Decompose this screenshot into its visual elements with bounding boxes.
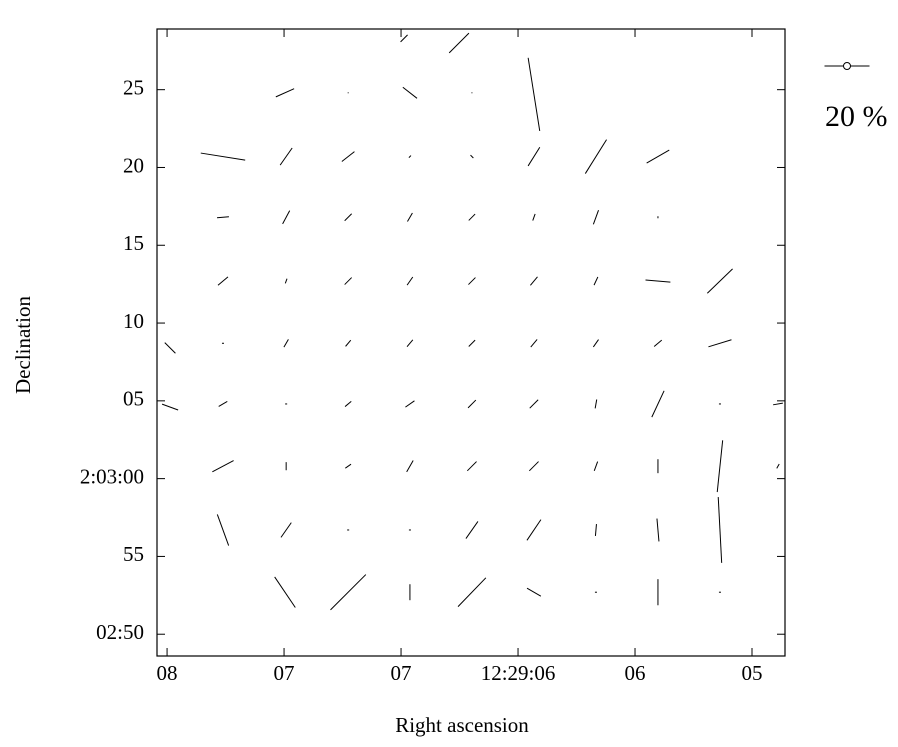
polarization-vector	[656, 518, 660, 542]
polarization-vector	[527, 57, 541, 131]
polarization-vector	[344, 400, 352, 407]
polarization-vector	[344, 213, 353, 222]
polarization-vector	[706, 268, 733, 294]
polarization-vector	[448, 32, 470, 54]
polarization-vector	[593, 276, 599, 286]
legend-label: 20 %	[825, 100, 888, 133]
polarization-vector	[773, 402, 783, 406]
polarization-vector	[284, 278, 288, 284]
polarization-vector	[407, 212, 413, 222]
x-tick-label: 07	[274, 661, 295, 685]
polarization-vector	[594, 523, 597, 536]
polarization-vector	[400, 34, 408, 43]
polarization-vector	[200, 152, 246, 161]
polarization-vector	[470, 154, 474, 159]
polarization-vector	[345, 463, 352, 469]
polarization-vector	[530, 339, 538, 348]
polarization-vector	[408, 155, 412, 158]
polarization-vector	[465, 521, 479, 539]
polarization-vector	[708, 339, 732, 348]
polarization-vector	[344, 277, 353, 285]
polarization-vector	[161, 403, 179, 411]
polarization-vector	[406, 339, 414, 348]
polarization-vector	[282, 210, 291, 225]
y-tick-label: 2:03:00	[80, 464, 144, 488]
x-tick-label: 08	[157, 661, 178, 685]
polarization-vector	[405, 400, 415, 408]
polarization-vector	[526, 587, 542, 597]
y-tick-label: 25	[123, 75, 144, 99]
polarization-vector	[592, 339, 599, 348]
polarization-vector	[330, 574, 367, 611]
polarization-vector	[218, 401, 228, 407]
polarization-vector	[528, 461, 539, 472]
polarization-vector	[283, 339, 289, 348]
y-tick-label: 02:50	[96, 620, 144, 644]
polarization-vector	[274, 576, 296, 608]
polarization-vector	[653, 339, 663, 347]
y-tick-label: 10	[123, 309, 144, 333]
polarization-vector	[532, 213, 536, 221]
polarization-vector	[592, 210, 599, 225]
polarization-vector	[341, 151, 355, 162]
polarization-vector	[275, 88, 295, 98]
polarization-vector	[467, 399, 477, 409]
polarization-vector	[526, 519, 542, 541]
polarization-vector	[593, 461, 599, 472]
y-tick-label: 15	[123, 231, 144, 255]
polarization-vector	[646, 149, 670, 164]
x-tick-label: 05	[742, 661, 763, 685]
polarization-vector	[527, 146, 541, 167]
legend-marker	[843, 62, 851, 70]
polarization-vector	[406, 460, 414, 473]
polarization-vector	[776, 463, 780, 469]
x-tick-label: 06	[625, 661, 646, 685]
polarization-vector	[530, 276, 538, 286]
polarization-vector	[466, 461, 477, 472]
polarization-vector	[529, 399, 539, 409]
plot-frame	[156, 28, 786, 657]
y-axis-label: Declination	[11, 296, 35, 394]
polarization-vector	[279, 147, 293, 166]
y-tick-label: 20	[123, 153, 144, 177]
polarization-vector	[645, 279, 671, 283]
polarization-vector	[216, 514, 230, 546]
x-axis-label: Right ascension	[395, 713, 529, 737]
polarization-vector	[717, 497, 723, 563]
polarization-vector	[164, 342, 176, 354]
polarization-vector	[345, 339, 352, 347]
polarization-vector	[468, 213, 476, 221]
polarization-vector	[402, 86, 418, 99]
polarization-vector	[217, 276, 229, 286]
polarization-vector	[468, 339, 476, 347]
polarization-vector	[468, 277, 476, 285]
polarization-vector	[280, 522, 292, 538]
polarization-vector	[594, 399, 598, 409]
polarization-vector	[406, 276, 414, 286]
polarization-vector	[584, 139, 607, 174]
x-tick-label: 07	[391, 661, 412, 685]
polarization-vector	[212, 460, 234, 473]
polarization-vector	[216, 216, 229, 219]
y-tick-label: 05	[123, 387, 144, 411]
polarization-vector	[651, 390, 665, 418]
polarization-vector	[457, 577, 487, 607]
x-tick-label: 12:29:06	[481, 661, 556, 685]
polarization-vector	[716, 440, 724, 493]
y-tick-label: 55	[123, 542, 144, 566]
